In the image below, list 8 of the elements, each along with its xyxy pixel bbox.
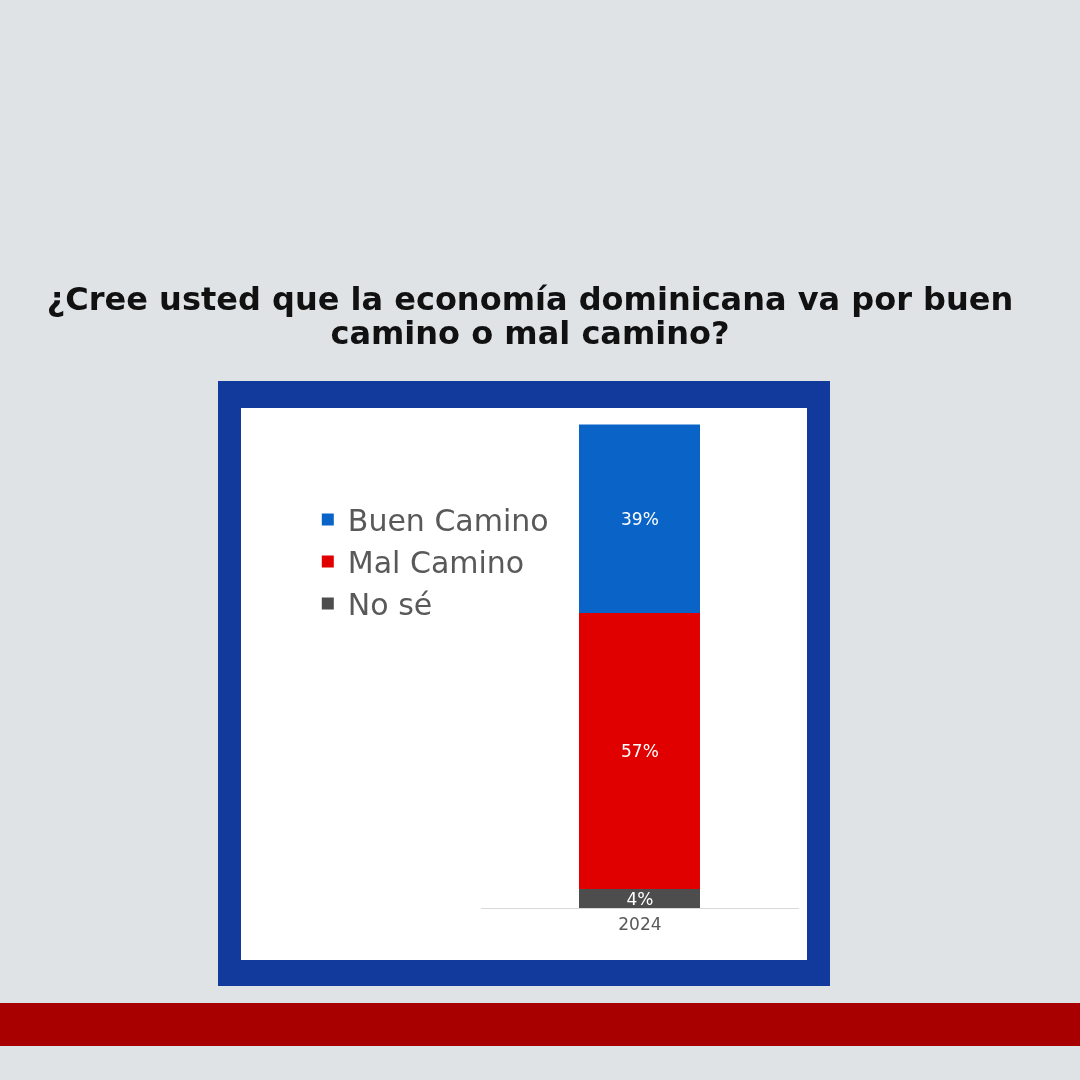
data-label: 4%: [626, 888, 654, 909]
legend-label: Buen Camino: [347, 503, 549, 539]
chart-title: ¿Cree usted que la economía dominicana va por buen camino o mal camino?: [45, 280, 1015, 352]
data-label: 39%: [621, 508, 659, 529]
legend-label: No sé: [347, 587, 433, 623]
x-tick-label: 2024: [618, 913, 662, 934]
legend-label: Mal Camino: [347, 545, 525, 581]
data-label: 57%: [621, 741, 659, 762]
